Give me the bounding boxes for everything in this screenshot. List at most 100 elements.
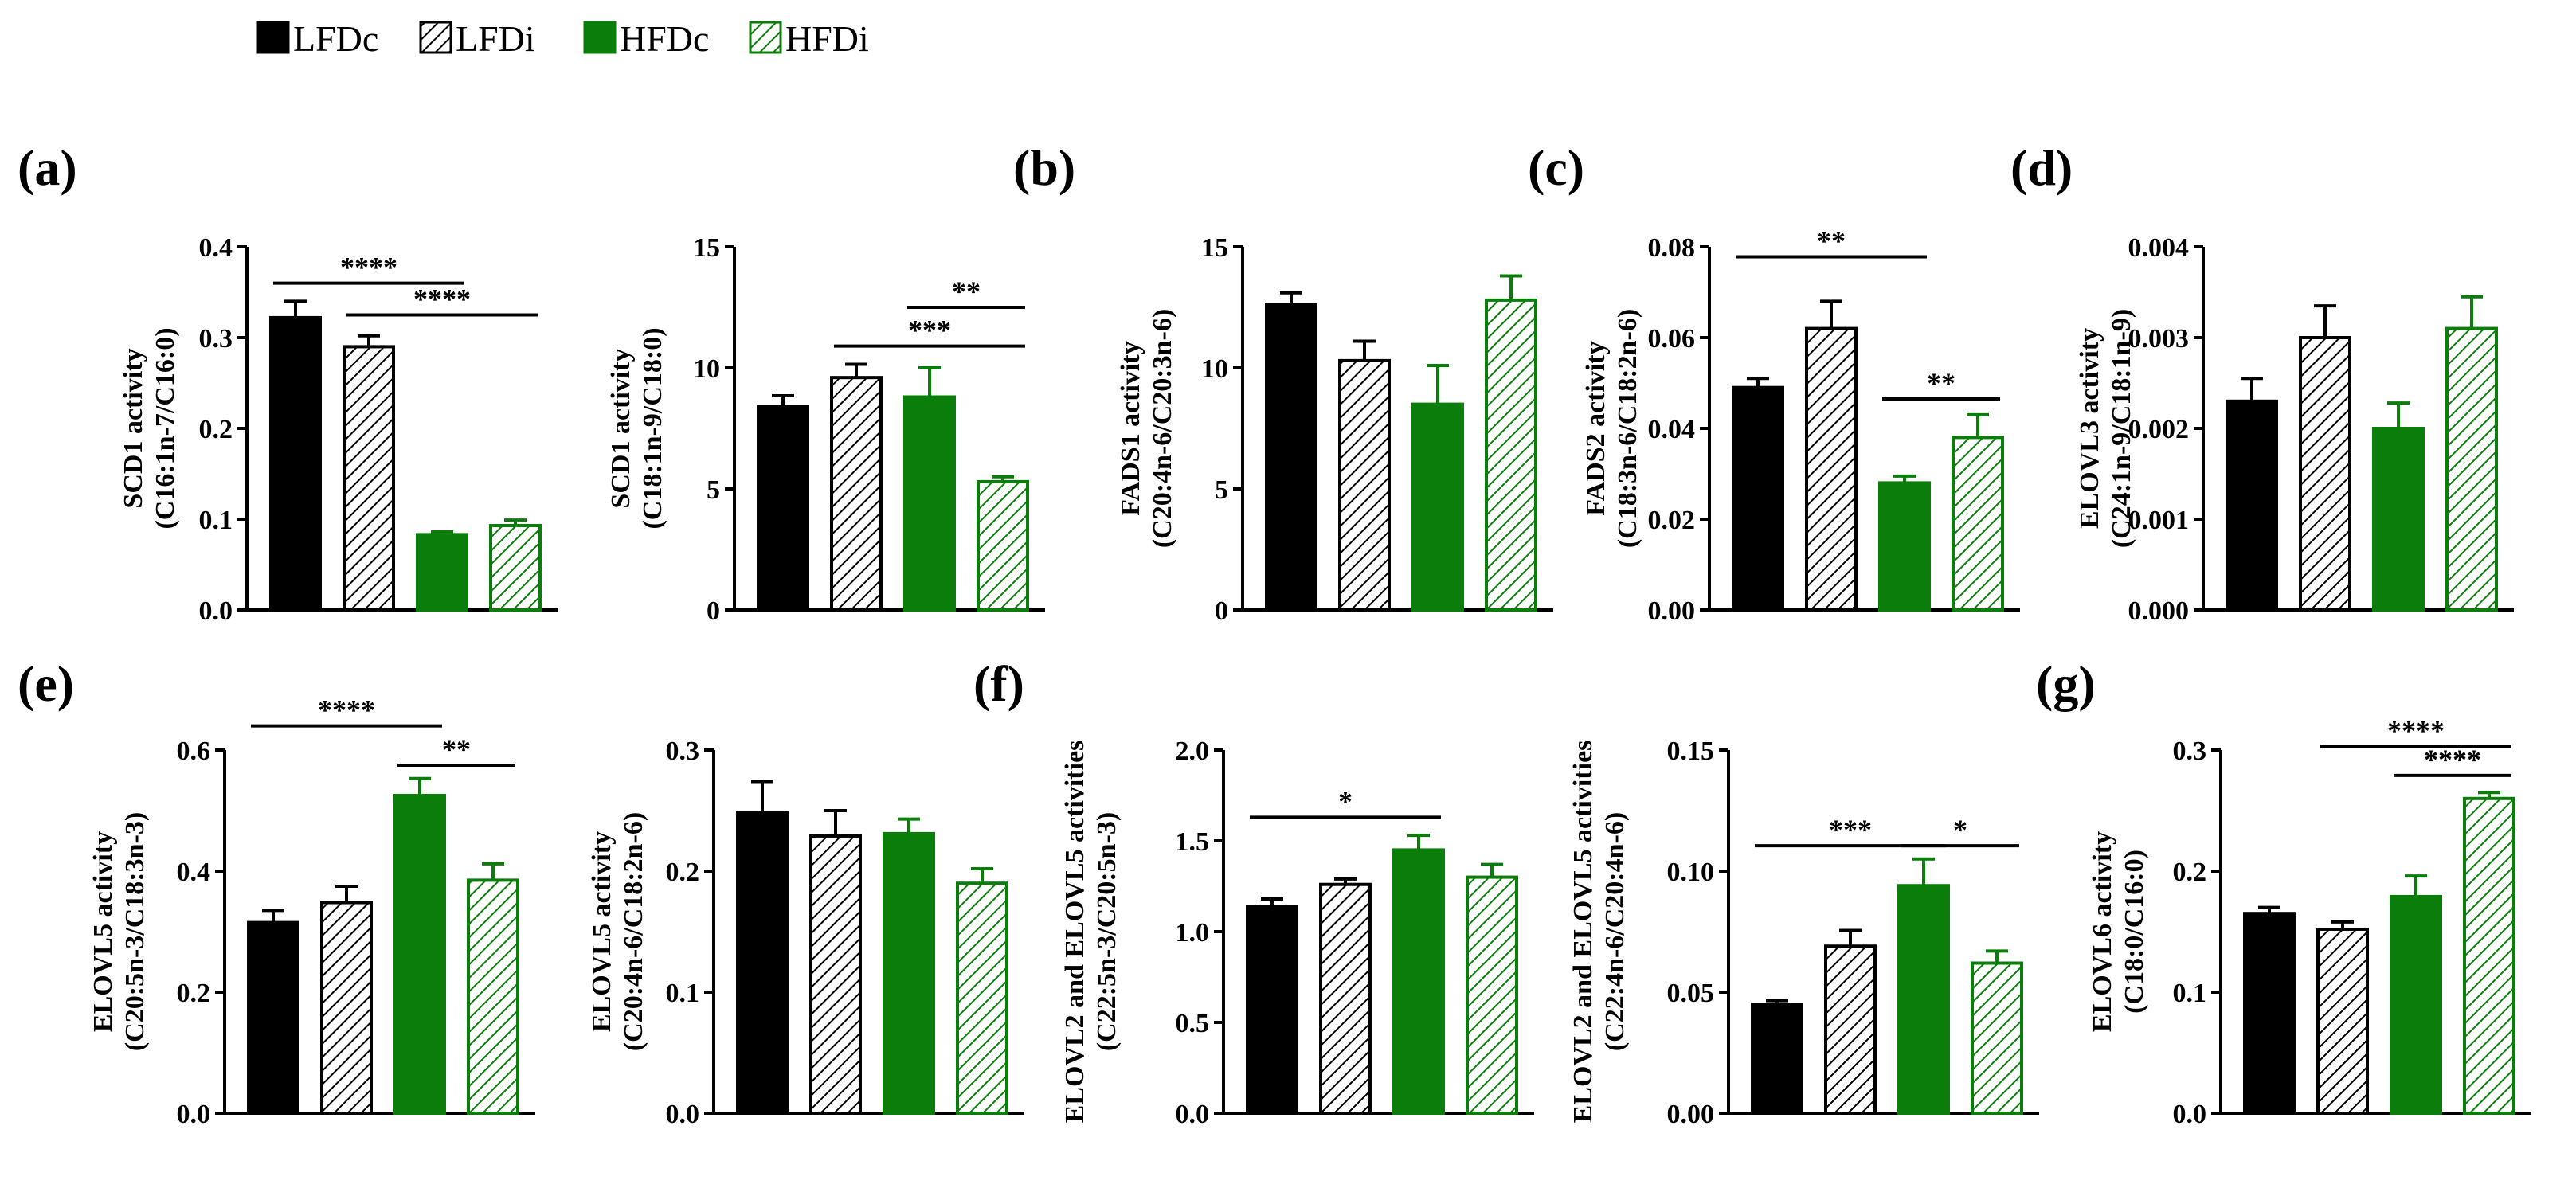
- bar-lfdc: [247, 920, 299, 1115]
- y-axis-title: FADS1 activity(C20:4n-6/C20:3n-6): [1116, 309, 1177, 548]
- y-tick-label: 0.2: [2173, 858, 2207, 887]
- y-axis-title-line: ELOVL2 and ELOVL5 activities: [1060, 741, 1090, 1124]
- bar-lfdc: [1246, 905, 1298, 1115]
- legend-label-lfdc: LFDc: [293, 18, 378, 59]
- bar-hfdi: [956, 881, 1008, 1115]
- significance-label: **: [1927, 367, 1955, 399]
- bar-lfdi: [1338, 358, 1391, 612]
- bar-hfdi: [467, 878, 519, 1116]
- y-axis-title: SCD1 activity(C18:1n-9/C18:0): [606, 327, 667, 529]
- y-tick-label: 0.0: [2173, 1100, 2207, 1129]
- significance-label: **: [952, 276, 981, 307]
- bar-hfdi: [2445, 326, 2498, 612]
- y-tick-label: 0.0: [1176, 1100, 1210, 1129]
- y-tick-label: 0.3: [2173, 737, 2207, 766]
- legend-label-hfdi: HFDi: [785, 18, 869, 59]
- y-axis-title: SCD1 activity(C16:1n-7/C16:0): [119, 327, 180, 529]
- y-tick-label: 10: [1201, 354, 1228, 384]
- bar-hfdi: [977, 479, 1029, 612]
- bar-hfdc: [903, 395, 956, 612]
- y-tick-label: 10: [693, 354, 720, 384]
- bar-hfdc: [1411, 402, 1464, 612]
- bar-hfdc: [2372, 427, 2425, 612]
- bar-lfdc: [736, 811, 789, 1115]
- significance-label: ****: [318, 694, 375, 726]
- y-tick-label: 0.15: [1667, 737, 1715, 766]
- y-tick-label: 0.5: [1176, 1009, 1210, 1038]
- bar-hfdc: [1878, 481, 1931, 612]
- y-tick-label: 2.0: [1176, 737, 1210, 766]
- panel-letter-c: (c): [1528, 139, 1584, 196]
- y-axis-title-line: (C18:3n-6/C18:2n-6): [1613, 309, 1642, 548]
- panel-letter-f: (f): [973, 655, 1024, 712]
- y-tick-label: 0.05: [1667, 979, 1715, 1008]
- y-tick-label: 0.1: [666, 979, 700, 1008]
- bar-lfdi: [809, 834, 862, 1116]
- bar-lfdi: [343, 345, 395, 612]
- y-axis-title-line: (C20:4n-6/C20:3n-6): [1148, 309, 1177, 548]
- y-axis-title-line: (C20:5n-3/C18:3n-3): [120, 812, 150, 1051]
- panel-letter-d: (d): [2010, 139, 2073, 196]
- y-tick-label: 0.00: [1648, 596, 1696, 626]
- panel-letter-e: (e): [18, 655, 74, 712]
- bar-hfdi: [1485, 298, 1537, 612]
- panel-letter-a: (a): [18, 139, 77, 196]
- panel-letters: (a) (b) (c) (d) (e) (f) (g): [18, 139, 2096, 712]
- y-tick-label: 0.4: [199, 233, 233, 263]
- y-tick-label: 5: [707, 475, 720, 505]
- bar-lfdi: [2316, 927, 2369, 1115]
- bar-hfdc: [883, 831, 935, 1115]
- y-tick-label: 0.0: [199, 596, 233, 626]
- y-tick-label: 0.6: [177, 737, 211, 766]
- bar-lfdi: [2299, 336, 2351, 612]
- bar-lfdc: [1732, 385, 1784, 612]
- y-tick-label: 0.001: [2128, 506, 2190, 535]
- y-tick-label: 0.00: [1667, 1100, 1715, 1129]
- y-axis-title: ELOVL2 and ELOVL5 activities(C22:5n-3/C2…: [1060, 741, 1122, 1124]
- y-axis-title-line: ELOVL6 activity: [2088, 831, 2117, 1032]
- bar-lfdi: [1824, 944, 1877, 1115]
- y-axis-title-line: SCD1 activity: [606, 348, 636, 508]
- bar-lfdc: [269, 315, 322, 612]
- y-axis-title: ELOVL6 activity(C18:0/C16:0): [2088, 831, 2149, 1032]
- bar-lfdc: [1751, 1003, 1803, 1115]
- y-tick-label: 0.000: [2128, 596, 2190, 626]
- y-tick-label: 0.10: [1667, 858, 1715, 887]
- bar-lfdi: [320, 901, 373, 1116]
- significance-label: ****: [340, 252, 397, 283]
- bar-lfdc: [1265, 303, 1317, 612]
- y-axis-title-line: (C24:1n-9/C18:1n-9): [2107, 309, 2136, 548]
- significance-label: ****: [2424, 744, 2481, 776]
- y-tick-label: 0: [707, 596, 720, 626]
- y-tick-label: 0.3: [666, 737, 700, 766]
- y-axis-title-line: (C16:1n-7/C16:0): [151, 327, 180, 529]
- bar-hfdi: [489, 523, 542, 612]
- y-axis-title-line: ELOVL5 activity: [587, 831, 617, 1032]
- bar-hfdc: [2390, 894, 2442, 1116]
- y-axis-title: ELOVL2 and ELOVL5 activities(C22:4n-6/C2…: [1568, 741, 1630, 1124]
- bar-hfdi: [2463, 796, 2515, 1115]
- y-axis-title-line: (C22:5n-3/C20:5n-3): [1092, 812, 1122, 1051]
- y-axis-title: ELOVL3 activity(C24:1n-9/C18:1n-9): [2075, 309, 2136, 548]
- bar-hfdi: [1952, 436, 2004, 612]
- chart-fads1: 0 5 10 15 FADS1 activity(C20:4n-6/C20:3n-6): [1116, 233, 1553, 626]
- legend-swatch-lfdc: [256, 21, 290, 54]
- bar-lfdi: [1805, 326, 1858, 612]
- bar-hfdc: [1392, 848, 1445, 1116]
- significance-label: *: [1338, 785, 1353, 817]
- bar-hfdc: [1897, 884, 1950, 1115]
- legend-label-hfdc: HFDc: [620, 18, 709, 59]
- significance-label: ***: [1829, 814, 1872, 846]
- chart-elovl5-n3: 0.0 0.2 0.4 0.6 ELOVL5 activity(C20:5n-3/C18…: [88, 694, 535, 1129]
- significance-label: *: [1953, 814, 1967, 846]
- significance-label: **: [442, 733, 471, 765]
- bar-lfdi: [830, 376, 883, 612]
- y-axis-title: ELOVL5 activity(C20:5n-3/C18:3n-3): [88, 812, 150, 1051]
- y-axis-title-line: SCD1 activity: [119, 348, 148, 508]
- legend-label-lfdi: LFDi: [456, 18, 535, 59]
- legend-swatch-lfdi: [419, 21, 452, 54]
- y-axis-title-line: FADS2 activity: [1581, 341, 1611, 515]
- legend-swatch-hfdc: [583, 21, 617, 54]
- y-tick-label: 0.04: [1648, 415, 1696, 444]
